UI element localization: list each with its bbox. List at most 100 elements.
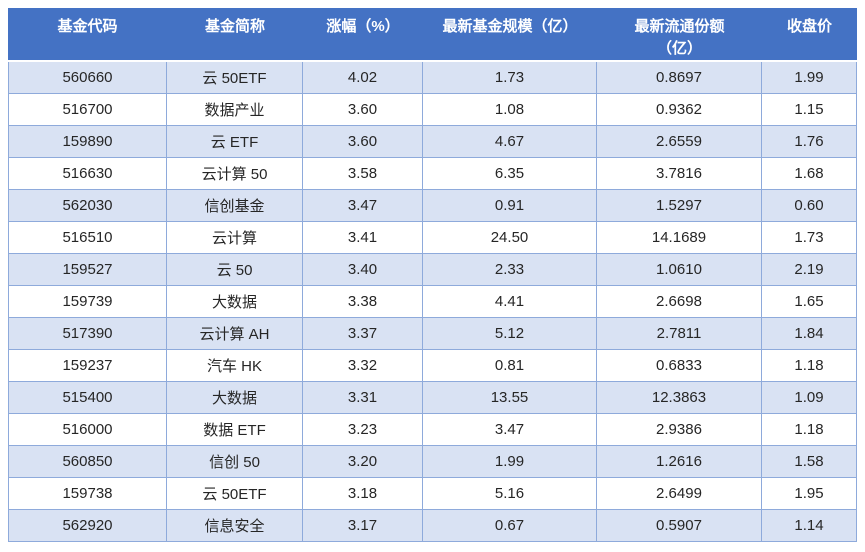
cell-fund-code: 560850 xyxy=(8,446,167,478)
cell-fund-name: 云 50 xyxy=(167,254,303,286)
cell-fund-size: 5.16 xyxy=(423,478,597,510)
cell-change-pct: 3.41 xyxy=(303,222,423,254)
table-row: 516630 云计算 50 3.58 6.35 3.7816 1.68 xyxy=(8,158,857,190)
cell-fund-size: 6.35 xyxy=(423,158,597,190)
cell-fund-name: 大数据 xyxy=(167,286,303,318)
cell-close-price: 0.60 xyxy=(762,190,857,222)
cell-fund-size: 24.50 xyxy=(423,222,597,254)
cell-fund-size: 0.67 xyxy=(423,510,597,542)
cell-close-price: 1.73 xyxy=(762,222,857,254)
table-row: 159739 大数据 3.38 4.41 2.6698 1.65 xyxy=(8,286,857,318)
column-header-fund-name: 基金简称 xyxy=(167,8,303,62)
cell-fund-name: 数据产业 xyxy=(167,94,303,126)
table-row: 516510 云计算 3.41 24.50 14.1689 1.73 xyxy=(8,222,857,254)
cell-fund-name: 云 50ETF xyxy=(167,62,303,94)
cell-float-shares: 2.9386 xyxy=(597,414,762,446)
cell-float-shares: 1.5297 xyxy=(597,190,762,222)
cell-fund-size: 4.41 xyxy=(423,286,597,318)
table-row: 517390 云计算 AH 3.37 5.12 2.7811 1.84 xyxy=(8,318,857,350)
cell-float-shares: 2.6499 xyxy=(597,478,762,510)
table-row: 562920 信息安全 3.17 0.67 0.5907 1.14 xyxy=(8,510,857,542)
cell-fund-size: 2.33 xyxy=(423,254,597,286)
table-body: 560660 云 50ETF 4.02 1.73 0.8697 1.99 516… xyxy=(8,62,857,542)
table-row: 159237 汽车 HK 3.32 0.81 0.6833 1.18 xyxy=(8,350,857,382)
cell-close-price: 1.15 xyxy=(762,94,857,126)
table-row: 560850 信创 50 3.20 1.99 1.2616 1.58 xyxy=(8,446,857,478)
cell-fund-code: 516510 xyxy=(8,222,167,254)
cell-change-pct: 3.40 xyxy=(303,254,423,286)
column-header-fund-code: 基金代码 xyxy=(8,8,167,62)
cell-change-pct: 3.17 xyxy=(303,510,423,542)
cell-change-pct: 3.60 xyxy=(303,94,423,126)
table-row: 562030 信创基金 3.47 0.91 1.5297 0.60 xyxy=(8,190,857,222)
table-row: 560660 云 50ETF 4.02 1.73 0.8697 1.99 xyxy=(8,62,857,94)
cell-close-price: 1.58 xyxy=(762,446,857,478)
table-row: 159738 云 50ETF 3.18 5.16 2.6499 1.95 xyxy=(8,478,857,510)
table-row: 159890 云 ETF 3.60 4.67 2.6559 1.76 xyxy=(8,126,857,158)
cell-fund-name: 信创 50 xyxy=(167,446,303,478)
table-row: 515400 大数据 3.31 13.55 12.3863 1.09 xyxy=(8,382,857,414)
cell-close-price: 1.95 xyxy=(762,478,857,510)
cell-change-pct: 3.31 xyxy=(303,382,423,414)
cell-change-pct: 3.37 xyxy=(303,318,423,350)
cell-fund-code: 159890 xyxy=(8,126,167,158)
cell-fund-name: 信息安全 xyxy=(167,510,303,542)
fund-table: 基金代码 基金简称 涨幅（%） 最新基金规模（亿） 最新流通份额 （亿） 收盘价… xyxy=(8,8,857,542)
column-header-float-shares: 最新流通份额 （亿） xyxy=(597,8,762,62)
cell-change-pct: 3.18 xyxy=(303,478,423,510)
cell-fund-name: 汽车 HK xyxy=(167,350,303,382)
cell-close-price: 1.68 xyxy=(762,158,857,190)
cell-fund-code: 560660 xyxy=(8,62,167,94)
cell-fund-name: 云计算 50 xyxy=(167,158,303,190)
cell-fund-code: 159527 xyxy=(8,254,167,286)
cell-fund-name: 云 50ETF xyxy=(167,478,303,510)
cell-change-pct: 4.02 xyxy=(303,62,423,94)
cell-fund-size: 3.47 xyxy=(423,414,597,446)
cell-close-price: 1.18 xyxy=(762,414,857,446)
cell-change-pct: 3.32 xyxy=(303,350,423,382)
table-row: 159527 云 50 3.40 2.33 1.0610 2.19 xyxy=(8,254,857,286)
cell-fund-size: 1.99 xyxy=(423,446,597,478)
cell-float-shares: 1.0610 xyxy=(597,254,762,286)
cell-fund-size: 0.91 xyxy=(423,190,597,222)
cell-change-pct: 3.20 xyxy=(303,446,423,478)
cell-fund-code: 562030 xyxy=(8,190,167,222)
cell-fund-code: 517390 xyxy=(8,318,167,350)
cell-fund-size: 1.08 xyxy=(423,94,597,126)
cell-float-shares: 14.1689 xyxy=(597,222,762,254)
cell-float-shares: 3.7816 xyxy=(597,158,762,190)
cell-float-shares: 12.3863 xyxy=(597,382,762,414)
cell-change-pct: 3.58 xyxy=(303,158,423,190)
cell-close-price: 1.99 xyxy=(762,62,857,94)
table-header-row: 基金代码 基金简称 涨幅（%） 最新基金规模（亿） 最新流通份额 （亿） 收盘价 xyxy=(8,8,857,62)
cell-float-shares: 0.6833 xyxy=(597,350,762,382)
table-row: 516000 数据 ETF 3.23 3.47 2.9386 1.18 xyxy=(8,414,857,446)
cell-float-shares: 2.6559 xyxy=(597,126,762,158)
cell-fund-code: 562920 xyxy=(8,510,167,542)
cell-fund-size: 4.67 xyxy=(423,126,597,158)
cell-fund-name: 数据 ETF xyxy=(167,414,303,446)
cell-fund-code: 516700 xyxy=(8,94,167,126)
cell-close-price: 1.14 xyxy=(762,510,857,542)
cell-change-pct: 3.38 xyxy=(303,286,423,318)
cell-float-shares: 2.6698 xyxy=(597,286,762,318)
cell-close-price: 1.84 xyxy=(762,318,857,350)
column-header-close-price: 收盘价 xyxy=(762,8,857,62)
cell-fund-code: 159237 xyxy=(8,350,167,382)
cell-fund-code: 159738 xyxy=(8,478,167,510)
cell-fund-name: 云计算 AH xyxy=(167,318,303,350)
table-row: 516700 数据产业 3.60 1.08 0.9362 1.15 xyxy=(8,94,857,126)
cell-change-pct: 3.47 xyxy=(303,190,423,222)
cell-fund-size: 1.73 xyxy=(423,62,597,94)
cell-fund-name: 云计算 xyxy=(167,222,303,254)
column-header-change-pct: 涨幅（%） xyxy=(303,8,423,62)
cell-fund-name: 大数据 xyxy=(167,382,303,414)
cell-fund-name: 信创基金 xyxy=(167,190,303,222)
cell-close-price: 1.18 xyxy=(762,350,857,382)
cell-change-pct: 3.60 xyxy=(303,126,423,158)
cell-fund-code: 515400 xyxy=(8,382,167,414)
cell-fund-size: 13.55 xyxy=(423,382,597,414)
cell-fund-code: 159739 xyxy=(8,286,167,318)
cell-fund-code: 516000 xyxy=(8,414,167,446)
